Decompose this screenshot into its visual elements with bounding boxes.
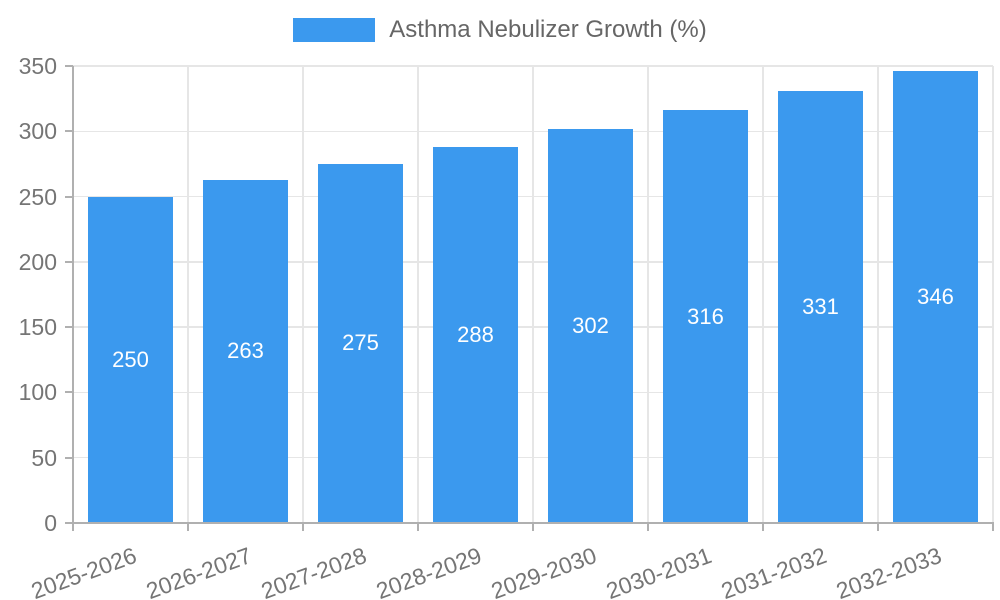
gridline-horizontal — [73, 65, 993, 67]
y-tick-label: 0 — [44, 510, 57, 536]
x-tick-label: 2027-2028 — [257, 542, 370, 600]
y-tick-label: 200 — [18, 248, 57, 275]
gridline-vertical — [187, 66, 189, 523]
bar[interactable]: 346 — [893, 71, 978, 523]
x-tick-mark — [417, 523, 419, 531]
bar[interactable]: 288 — [433, 146, 518, 523]
gridline-vertical — [762, 66, 764, 523]
gridline-vertical — [877, 66, 879, 523]
y-tick-label: 150 — [18, 314, 57, 341]
x-tick-label: 2032-2033 — [832, 542, 945, 600]
x-tick-mark — [762, 523, 764, 531]
bar-value-label: 331 — [802, 293, 839, 319]
y-tick-label: 50 — [31, 444, 57, 471]
plot-area: 250 263 275 288 302 316 331 346 — [72, 65, 994, 531]
bar-value-label: 346 — [917, 284, 954, 310]
x-tick-mark — [647, 523, 649, 531]
y-axis-line — [72, 66, 74, 531]
x-tick-mark — [992, 523, 994, 531]
x-tick-mark — [187, 523, 189, 531]
legend-label: Asthma Nebulizer Growth (%) — [389, 16, 707, 43]
y-tick-mark — [65, 522, 73, 524]
x-tick-label: 2026-2027 — [142, 542, 255, 600]
y-tick-mark — [65, 456, 73, 459]
y-tick-mark — [65, 391, 73, 394]
gridline-vertical — [992, 66, 994, 523]
y-tick-label: 300 — [18, 118, 57, 145]
bar[interactable]: 275 — [318, 163, 403, 523]
legend-swatch — [293, 18, 376, 42]
y-tick-mark — [65, 326, 73, 329]
bar[interactable]: 331 — [778, 90, 863, 523]
x-tick-label: 2030-2031 — [602, 542, 715, 600]
y-tick-label: 100 — [18, 379, 57, 406]
y-tick-mark — [65, 65, 73, 67]
bar-value-label: 275 — [342, 330, 379, 356]
bar[interactable]: 302 — [548, 128, 633, 523]
bar[interactable]: 250 — [88, 196, 173, 523]
x-tick-mark — [532, 523, 534, 531]
gridline-vertical — [417, 66, 419, 523]
x-tick-mark — [877, 523, 879, 531]
x-tick-label: 2031-2032 — [717, 542, 830, 600]
x-tick-label: 2025-2026 — [27, 542, 140, 600]
y-tick-label: 250 — [18, 183, 57, 210]
y-tick-mark — [65, 260, 73, 263]
bar-value-label: 288 — [457, 321, 494, 347]
y-tick-label: 350 — [18, 53, 57, 79]
bar-value-label: 263 — [227, 338, 264, 364]
bar-value-label: 316 — [687, 303, 724, 329]
bar[interactable]: 263 — [203, 179, 288, 523]
legend[interactable]: Asthma Nebulizer Growth (%) — [0, 16, 1000, 44]
bar[interactable]: 316 — [663, 110, 748, 523]
x-tick-label: 2029-2030 — [487, 542, 600, 600]
y-tick-mark — [65, 195, 73, 198]
bar-value-label: 302 — [572, 312, 609, 338]
x-tick-label: 2028-2029 — [372, 542, 485, 600]
gridline-vertical — [532, 66, 534, 523]
y-tick-mark — [65, 130, 73, 133]
gridline-vertical — [302, 66, 304, 523]
bar-value-label: 250 — [112, 346, 149, 372]
gridline-vertical — [647, 66, 649, 523]
x-tick-mark — [302, 523, 304, 531]
